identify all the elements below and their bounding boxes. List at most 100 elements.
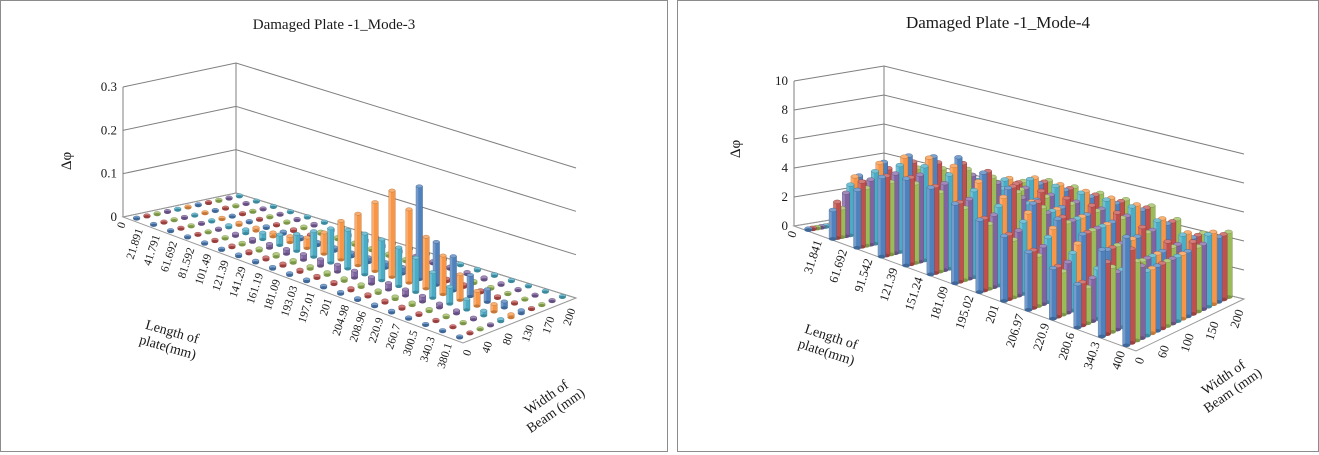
- x-tick-label: 61.692: [826, 248, 850, 285]
- bar: [470, 315, 477, 322]
- z-tick-label: 0: [111, 209, 118, 224]
- chart-panel-mode-3: Damaged Plate -1_Mode-3 0 0.1 0.2 0.3 Δφ 0 21.…: [0, 0, 668, 452]
- bar: [208, 218, 216, 224]
- z-tick-label: 0.1: [101, 166, 117, 181]
- y-tick-label: 80: [501, 332, 516, 347]
- bar: [415, 184, 423, 282]
- bar: [385, 281, 392, 292]
- bar: [232, 231, 239, 238]
- bar: [466, 330, 474, 336]
- bar: [337, 290, 345, 296]
- bar: [143, 213, 151, 219]
- gridline: [793, 65, 1245, 155]
- bar: [351, 268, 358, 280]
- bar: [473, 289, 481, 308]
- bar: [374, 288, 382, 295]
- bar: [422, 321, 430, 327]
- bar: [306, 264, 314, 271]
- bar: [388, 188, 396, 279]
- bar: [300, 224, 308, 231]
- x-tick-label: 201: [983, 303, 1002, 325]
- bar: [252, 198, 260, 204]
- bar: [204, 229, 212, 235]
- bar: [497, 281, 505, 287]
- chart-title: Damaged Plate -1_Mode-3: [252, 17, 416, 33]
- bar: [439, 328, 447, 334]
- bar: [524, 283, 532, 289]
- bar: [507, 277, 515, 284]
- bar: [320, 219, 328, 225]
- bars: [804, 153, 1233, 348]
- x-tick-label: 0: [784, 229, 799, 239]
- x-tick-label: 340.3: [418, 335, 437, 364]
- x-tick-label: 181.09: [927, 284, 951, 321]
- bar: [245, 249, 253, 256]
- bar: [405, 207, 413, 285]
- bar: [310, 229, 318, 259]
- y-tick-labels: 0 40 80 130 170 200: [461, 307, 578, 358]
- x-tick-label: 181.09: [262, 278, 283, 312]
- x-tick-label: 400: [1109, 349, 1128, 371]
- x-tick-label: 31.841: [801, 238, 825, 275]
- bar: [1073, 282, 1082, 330]
- bar: [215, 197, 223, 203]
- gridline: [793, 94, 1245, 184]
- y-tick-label: 40: [480, 340, 495, 355]
- bar: [273, 222, 280, 228]
- bar: [405, 315, 413, 321]
- y-tick-label: 150: [1203, 320, 1222, 342]
- bar: [245, 219, 253, 225]
- x-tick-label: 280.6: [1055, 331, 1077, 362]
- bar: [215, 226, 222, 232]
- bar: [228, 243, 236, 250]
- bar: [490, 302, 498, 314]
- bar: [429, 270, 437, 300]
- bar: [303, 277, 311, 284]
- bar: [490, 272, 498, 278]
- bar: [259, 206, 267, 212]
- bar: [456, 261, 464, 268]
- bar: [201, 240, 209, 246]
- bar: [218, 246, 226, 252]
- bar: [330, 280, 338, 287]
- bar: [293, 232, 301, 253]
- bar: [347, 286, 355, 293]
- bar: [398, 304, 406, 311]
- bar: [266, 214, 274, 220]
- bar: [828, 207, 837, 241]
- bar: [368, 275, 375, 286]
- bar: [388, 308, 396, 315]
- bar: [293, 216, 301, 223]
- bar: [500, 299, 508, 310]
- bar: [289, 258, 297, 265]
- bar: [249, 236, 256, 244]
- bar: [170, 217, 178, 223]
- bar: [279, 229, 287, 236]
- bar: [286, 234, 294, 245]
- bar: [432, 240, 440, 287]
- x-tick-label: 101.49: [193, 252, 214, 286]
- bar: [1000, 233, 1008, 303]
- bar: [239, 211, 246, 217]
- x-axis-label: Length ofplate(mm): [137, 317, 202, 363]
- y-axis-label: Width ofBeam (mm): [515, 373, 588, 437]
- bar: [191, 212, 199, 218]
- x-tick-label: 220.9: [367, 316, 386, 345]
- bar: [473, 266, 481, 273]
- z-axis-label: Δφ: [59, 152, 75, 171]
- bar: [419, 293, 426, 304]
- bar: [222, 205, 229, 211]
- bar: [283, 219, 291, 225]
- bar: [926, 185, 935, 277]
- bar: [184, 204, 192, 210]
- y-tick-labels: 0 60 100 150 200: [1132, 308, 1247, 366]
- bar: [269, 204, 277, 209]
- x-tick-label: 201: [318, 297, 335, 317]
- z-tick-label: 0: [782, 218, 789, 233]
- bar: [1024, 249, 1033, 312]
- bar: [408, 300, 416, 308]
- x-tick-label: 61.692: [159, 240, 180, 274]
- z-tick-label: 8: [782, 102, 789, 117]
- bar: [279, 261, 287, 268]
